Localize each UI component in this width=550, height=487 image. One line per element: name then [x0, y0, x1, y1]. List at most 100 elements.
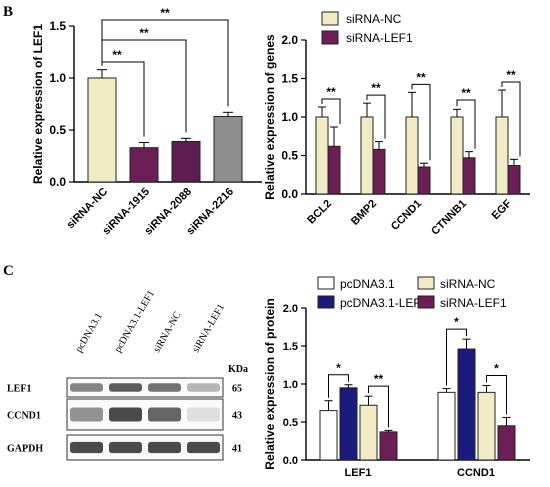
- legend-swatch: [417, 276, 435, 290]
- lane-label: siRNA-NC: [152, 310, 184, 355]
- blot-band: [187, 407, 220, 422]
- significance-label: *: [494, 362, 499, 376]
- y-tick-label: 1.5: [281, 72, 298, 86]
- significance-bracket: [101, 19, 229, 107]
- protein-expression-chart: 0.0 0.5 1.0 1.5 2.0 Relative expression of pr…: [263, 276, 530, 479]
- significance-bracket: [446, 328, 467, 386]
- y-axis-title: Relative expression of genes: [263, 34, 277, 200]
- bar: [497, 425, 516, 461]
- blot-kda-value: 65: [232, 384, 242, 395]
- legend-swatch: [321, 11, 339, 26]
- gene-expression-chart: 0.0 0.5 1.0 1.5 2.0 Relative expression of ge…: [263, 11, 530, 238]
- blot-band: [187, 383, 220, 392]
- panel-b-label: B: [3, 4, 13, 20]
- legend-label: siRNA-NC: [346, 12, 402, 26]
- y-tick-label: 0.5: [49, 123, 66, 137]
- y-axis-title: Relative expression of protein: [263, 298, 277, 469]
- significance-bracket: [486, 375, 507, 415]
- legend-swatch: [417, 295, 435, 309]
- bar: [327, 145, 341, 195]
- bar: [315, 116, 329, 195]
- bar: [171, 140, 201, 183]
- y-tick-label: 1.0: [49, 71, 66, 85]
- bar: [507, 165, 521, 195]
- legend-swatch: [317, 276, 335, 290]
- significance-bracket: [411, 83, 431, 161]
- bar: [319, 410, 338, 461]
- bar: [360, 116, 374, 195]
- y-tick-label: 1.0: [281, 110, 298, 124]
- y-tick-label: 0.5: [283, 417, 298, 429]
- blot-band: [148, 441, 181, 454]
- blot-row-lef1: LEF1 65: [7, 377, 242, 398]
- legend-label: siRNA-LEF1: [440, 296, 507, 310]
- blot-band: [187, 441, 220, 454]
- bar: [405, 116, 419, 195]
- legend-swatch: [321, 30, 339, 45]
- blot-band: [109, 383, 142, 392]
- blot-frame: [66, 377, 224, 398]
- significance-label: *: [336, 361, 341, 375]
- bar: [457, 348, 476, 461]
- significance-label: *: [454, 315, 459, 329]
- blot-row-ccnd1: CCND1 43: [7, 398, 242, 431]
- lef1-knockdown-chart: 0.0 0.5 1.0 1.5 Relative expression of LEF1 s…: [31, 6, 262, 237]
- x-tick-label: CCND1: [457, 467, 495, 479]
- significance-bracket: [321, 98, 341, 125]
- blot-row-label: LEF1: [7, 384, 31, 395]
- y-tick-label: 1.5: [49, 19, 66, 33]
- blot-kda-value: 43: [232, 411, 242, 422]
- legend-label: siRNA-NC: [440, 277, 496, 291]
- significance-bracket: [456, 99, 476, 149]
- x-tick-label: LEF1: [345, 467, 372, 479]
- blot-band: [70, 383, 103, 392]
- y-tick-label: 2.0: [281, 33, 298, 47]
- x-tick-label: siRNA-NC: [64, 186, 110, 232]
- y-tick-label: 0.0: [283, 455, 298, 467]
- significance-label: **: [326, 85, 336, 99]
- bar: [359, 404, 378, 461]
- blot-band: [109, 441, 142, 454]
- y-tick-label: 1.5: [283, 341, 298, 353]
- lane-label: siRNA-LEF1: [191, 302, 227, 354]
- blot-band: [148, 407, 181, 422]
- y-tick-label: 2.0: [283, 303, 298, 315]
- blot-kda-value: 41: [232, 444, 242, 455]
- y-tick-label: 1.0: [283, 379, 298, 391]
- significance-label: **: [374, 372, 384, 386]
- bar: [462, 157, 476, 195]
- significance-label: **: [506, 68, 516, 82]
- significance-label: **: [371, 81, 381, 95]
- significance-bracket: [328, 374, 349, 398]
- blot-band: [109, 407, 142, 422]
- y-tick-label: 0.0: [281, 187, 298, 201]
- significance-label: **: [139, 26, 149, 40]
- y-axis-title: Relative expression of LEF1: [31, 24, 45, 184]
- bar: [477, 391, 496, 461]
- lane-label: pcDNA3.1: [74, 311, 105, 354]
- y-tick-label: 0.5: [281, 149, 298, 163]
- legend-label: pcDNA3.1: [340, 277, 395, 291]
- kda-label: KDa: [228, 364, 248, 375]
- significance-bracket: [368, 385, 389, 428]
- legend-label: siRNA-LEF1: [346, 31, 413, 45]
- bar: [87, 77, 117, 183]
- panel-c-label: C: [3, 263, 14, 279]
- blot-band: [148, 383, 181, 392]
- legend-swatch: [317, 295, 335, 309]
- x-tick-label: EGF: [490, 197, 515, 222]
- x-tick-label: BMP2: [349, 198, 379, 228]
- blot-row-label: GAPDH: [7, 444, 43, 455]
- bar: [379, 431, 398, 461]
- bar: [213, 115, 243, 183]
- bar: [129, 147, 159, 183]
- significance-label: **: [461, 86, 471, 100]
- bar: [495, 116, 509, 195]
- blot-band: [70, 407, 103, 422]
- bar: [339, 387, 358, 461]
- legend-label: pcDNA3.1-LEF1: [340, 296, 428, 310]
- blot-band: [70, 441, 103, 454]
- significance-label: **: [416, 70, 426, 84]
- bar: [417, 166, 431, 195]
- significance-bracket: [366, 94, 386, 139]
